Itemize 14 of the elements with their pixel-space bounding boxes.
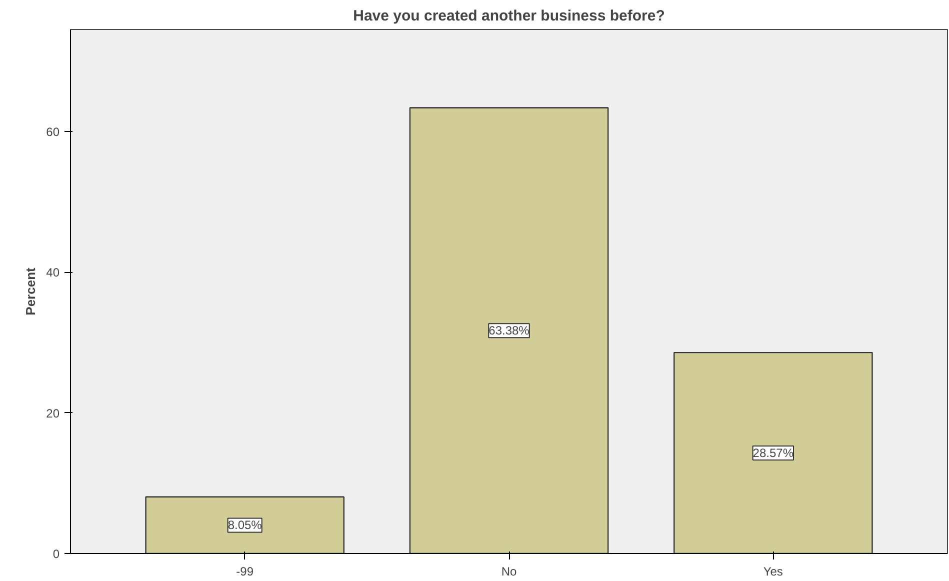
y-tick-label: 60 [46,124,60,139]
y-axis-title: Percent [23,266,38,316]
bar [409,107,609,554]
y-tick-label: 20 [46,406,60,420]
y-tick-label: 40 [46,266,60,280]
x-tick-label: Yes [763,564,783,578]
x-tick-label: No [501,564,517,578]
x-tick-label: -99 [236,564,254,578]
bar [674,352,873,554]
y-tick-label: 0 [52,547,60,561]
data-label: 8.05% [228,518,262,532]
data-label: 63.38% [488,324,530,338]
chart-title: Have you created another business before? [353,8,665,24]
bar [145,496,344,554]
